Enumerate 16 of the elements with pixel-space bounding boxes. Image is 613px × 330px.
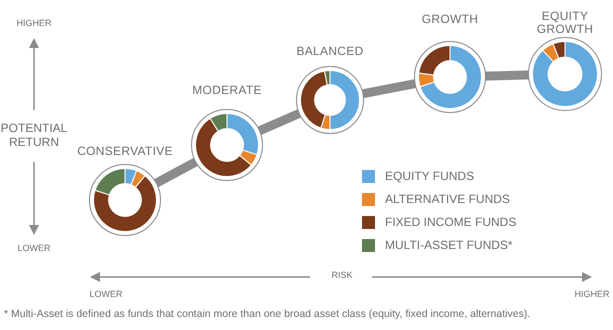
chart-title: BALANCED (295, 44, 365, 58)
chart-title: GROWTH (420, 12, 480, 26)
text: * Multi-Asset is defined as funds that contain more than one broad asset class (equity, fixed income, alternatives). (4, 308, 532, 320)
text: LOWER (16, 243, 52, 253)
legend-label: ALTERNATIVE FUNDS (385, 191, 510, 208)
chart-title: CONSERVATIVE (76, 144, 174, 158)
legend-label: FIXED INCOME FUNDS (385, 214, 516, 231)
legend-label: EQUITY FUNDS (385, 168, 474, 185)
text: HIGHER (573, 289, 610, 299)
chart-title: EQUITY GROWTH (536, 9, 594, 36)
chart-title: MODERATE (191, 83, 263, 97)
text: LOWER (88, 289, 124, 299)
legend-label: MULTI-ASSET FUNDS* (385, 237, 513, 254)
text: RISK (318, 270, 366, 280)
text: HIGHER (15, 18, 52, 28)
text: POTENTIAL RETURN (0, 121, 68, 149)
